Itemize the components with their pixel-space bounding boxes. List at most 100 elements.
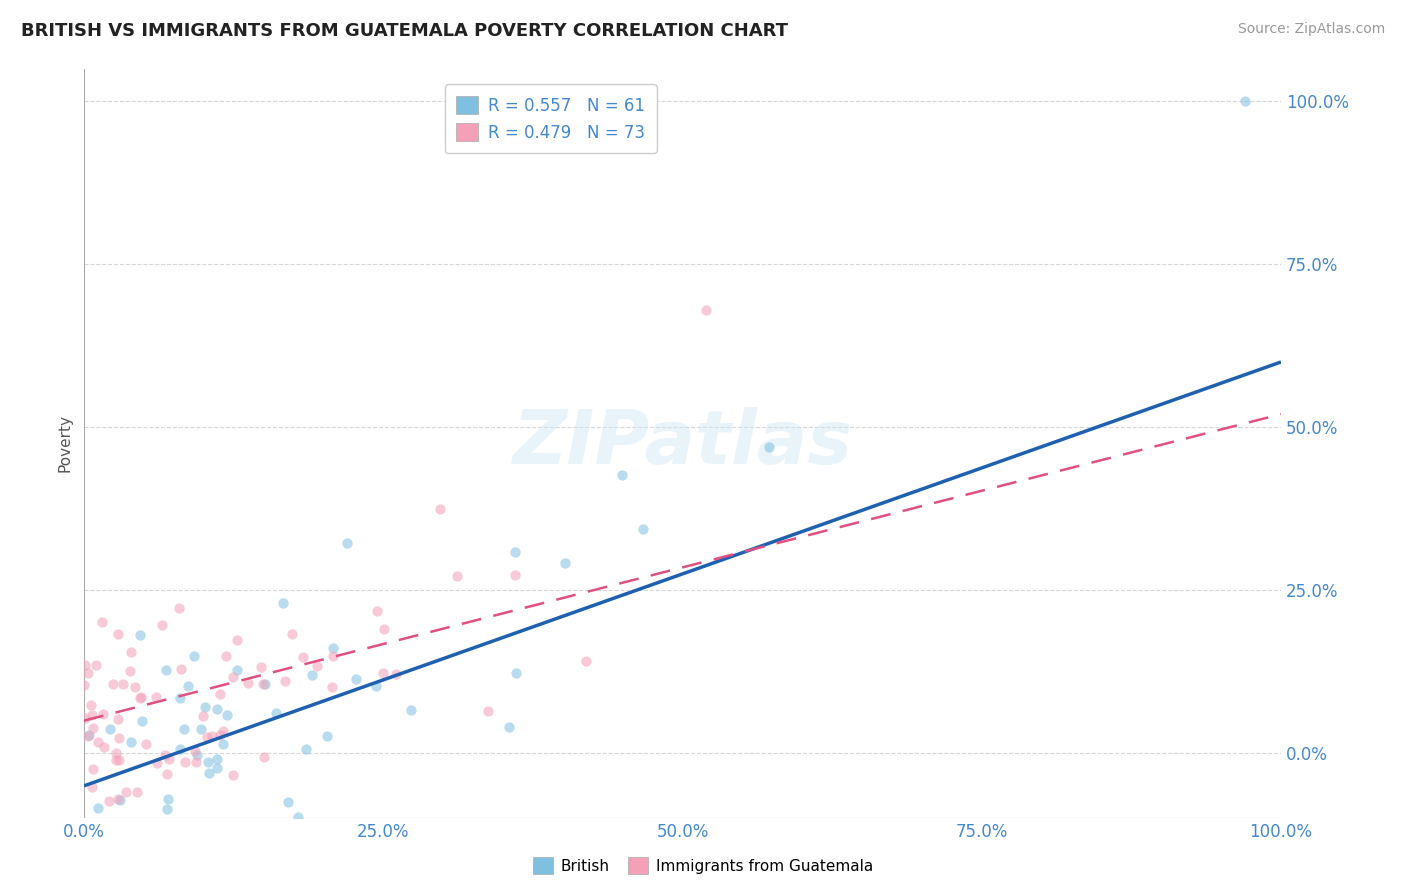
Legend: R = 0.557   N = 61, R = 0.479   N = 73: R = 0.557 N = 61, R = 0.479 N = 73 [444,85,657,153]
Point [322,641,344,656]
Point [304,827,326,841]
Point [127,784,149,798]
Point [195,730,218,744]
Point [84,865,107,880]
Point [222,670,245,684]
Point [305,658,328,673]
Point [295,741,318,756]
Point [115,867,138,881]
Point [129,690,152,705]
Point [446,569,468,583]
Point [76,665,98,680]
Point [167,600,190,615]
Point [190,722,212,736]
Point [266,706,288,720]
Point [77,728,100,742]
Point [86,658,108,673]
Point [505,666,527,681]
Text: BRITISH VS IMMIGRANTS FROM GUATEMALA POVERTY CORRELATION CHART: BRITISH VS IMMIGRANTS FROM GUATEMALA POV… [21,22,789,40]
Point [184,744,207,758]
Point [108,731,131,745]
Point [211,723,233,738]
Y-axis label: Poverty: Poverty [58,415,72,473]
Point [209,728,232,742]
Point [156,767,179,781]
Point [292,650,315,665]
Point [252,676,274,690]
Point [156,792,179,806]
Point [170,662,193,676]
Point [271,596,294,610]
Point [86,834,108,848]
Point [145,690,167,705]
Point [91,706,114,721]
Point [238,676,260,690]
Point [197,755,219,769]
Point [695,302,717,317]
Point [344,672,367,686]
Point [114,822,136,836]
Point [253,749,276,764]
Point [90,615,112,629]
Point [253,677,276,691]
Point [612,468,634,483]
Point [118,664,141,678]
Point [366,679,388,693]
Point [111,676,134,690]
Point [273,673,295,688]
Point [207,752,229,766]
Point [134,824,156,838]
Point [183,649,205,664]
Point [373,622,395,636]
Point [108,793,131,807]
Point [209,687,232,701]
Point [215,708,238,723]
Point [194,700,217,714]
Point [172,839,194,854]
Point [124,680,146,694]
Point [93,740,115,755]
Point [105,753,128,767]
Point [131,714,153,728]
Point [107,626,129,640]
Point [198,765,221,780]
Point [159,850,181,864]
Point [575,654,598,668]
Point [186,755,208,769]
Point [150,618,173,632]
Point [181,827,204,841]
Point [128,691,150,706]
Point [211,738,233,752]
Point [155,663,177,677]
Point [315,729,337,743]
Point [226,632,249,647]
Point [498,721,520,735]
Point [191,709,214,723]
Point [173,755,195,769]
Point [75,658,97,673]
Point [73,819,96,833]
Point [135,737,157,751]
Point [281,626,304,640]
Point [157,752,180,766]
Point [98,723,121,737]
Point [201,729,224,743]
Point [322,649,344,664]
Point [82,707,104,722]
Point [250,659,273,673]
Point [107,712,129,726]
Point [80,698,103,712]
Point [156,802,179,816]
Point [287,810,309,824]
Point [222,767,245,781]
Point [205,761,228,775]
Point [77,729,100,743]
Point [153,747,176,762]
Text: ZIPatlas: ZIPatlas [512,407,852,480]
Point [503,567,526,582]
Point [399,703,422,717]
Point [321,680,343,694]
Point [169,690,191,705]
Point [120,734,142,748]
Point [129,628,152,642]
